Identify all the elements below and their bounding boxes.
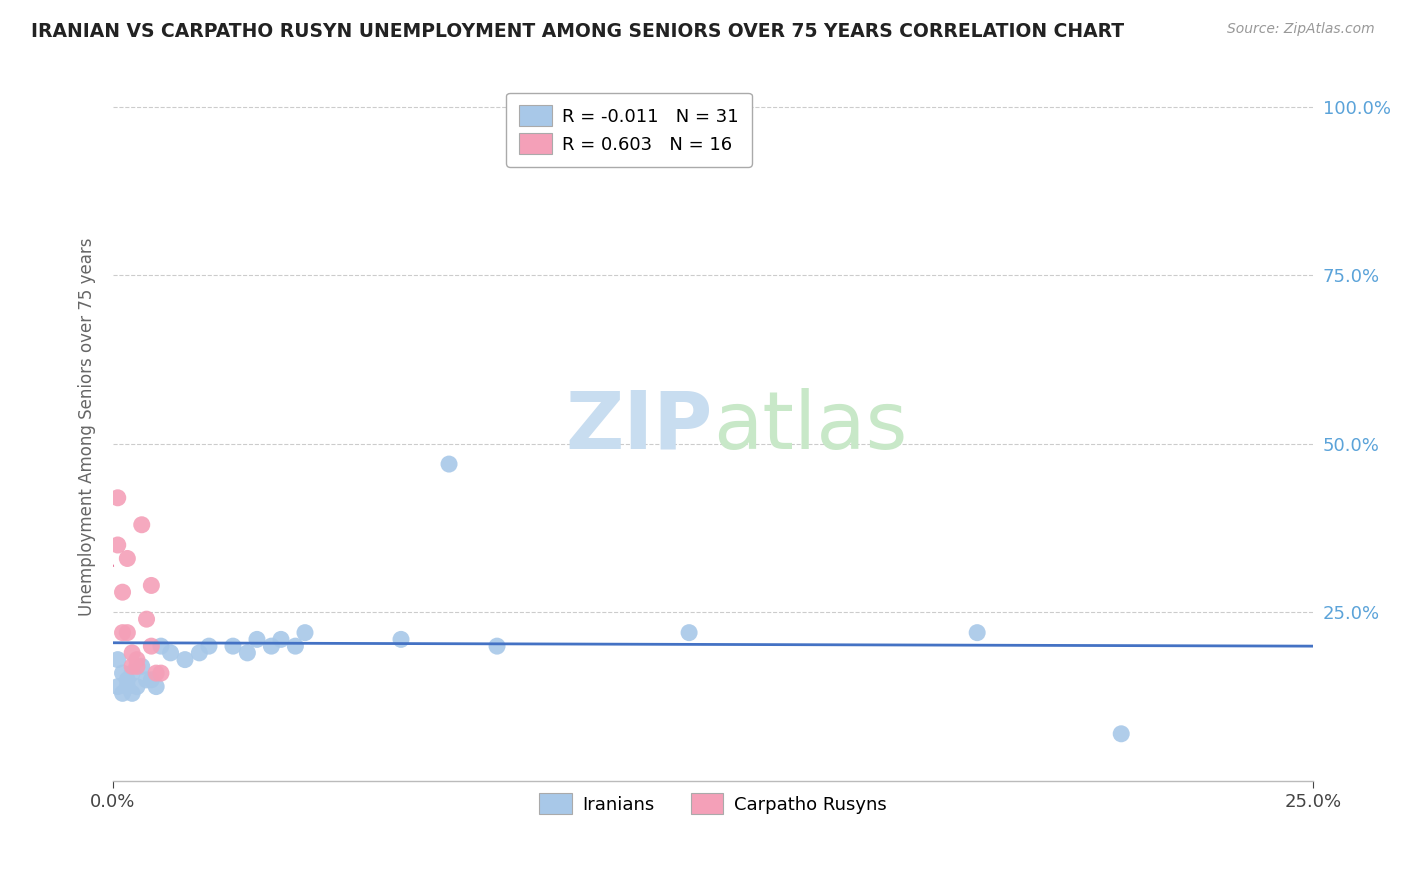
Point	[111, 585, 134, 599]
Point	[236, 646, 259, 660]
Point	[121, 686, 143, 700]
Point	[117, 625, 139, 640]
Point	[389, 632, 412, 647]
Point	[1109, 727, 1132, 741]
Point	[107, 652, 129, 666]
Text: Source: ZipAtlas.com: Source: ZipAtlas.com	[1227, 22, 1375, 37]
Point	[117, 673, 139, 687]
Text: IRANIAN VS CARPATHO RUSYN UNEMPLOYMENT AMONG SENIORS OVER 75 YEARS CORRELATION C: IRANIAN VS CARPATHO RUSYN UNEMPLOYMENT A…	[31, 22, 1123, 41]
Point	[486, 639, 509, 653]
Text: ZIP: ZIP	[565, 388, 713, 466]
Point	[284, 639, 307, 653]
Point	[294, 625, 316, 640]
Point	[260, 639, 283, 653]
Point	[121, 666, 143, 681]
Point	[246, 632, 269, 647]
Point	[174, 652, 197, 666]
Point	[678, 625, 700, 640]
Point	[437, 457, 460, 471]
Point	[149, 639, 172, 653]
Text: atlas: atlas	[713, 388, 907, 466]
Point	[125, 659, 148, 673]
Point	[117, 551, 139, 566]
Point	[111, 686, 134, 700]
Y-axis label: Unemployment Among Seniors over 75 years: Unemployment Among Seniors over 75 years	[79, 238, 96, 616]
Point	[121, 646, 143, 660]
Point	[107, 538, 129, 552]
Point	[131, 659, 153, 673]
Point	[141, 578, 163, 592]
Legend: Iranians, Carpatho Rusyns: Iranians, Carpatho Rusyns	[529, 782, 898, 825]
Point	[141, 639, 163, 653]
Point	[270, 632, 292, 647]
Point	[125, 652, 148, 666]
Point	[107, 680, 129, 694]
Point	[111, 666, 134, 681]
Point	[149, 666, 172, 681]
Point	[198, 639, 221, 653]
Point	[131, 517, 153, 532]
Point	[125, 680, 148, 694]
Point	[107, 491, 129, 505]
Point	[117, 680, 139, 694]
Point	[145, 666, 167, 681]
Point	[135, 612, 157, 626]
Point	[188, 646, 211, 660]
Point	[141, 673, 163, 687]
Point	[111, 625, 134, 640]
Point	[145, 680, 167, 694]
Point	[135, 673, 157, 687]
Point	[121, 659, 143, 673]
Point	[222, 639, 245, 653]
Point	[966, 625, 988, 640]
Point	[159, 646, 181, 660]
